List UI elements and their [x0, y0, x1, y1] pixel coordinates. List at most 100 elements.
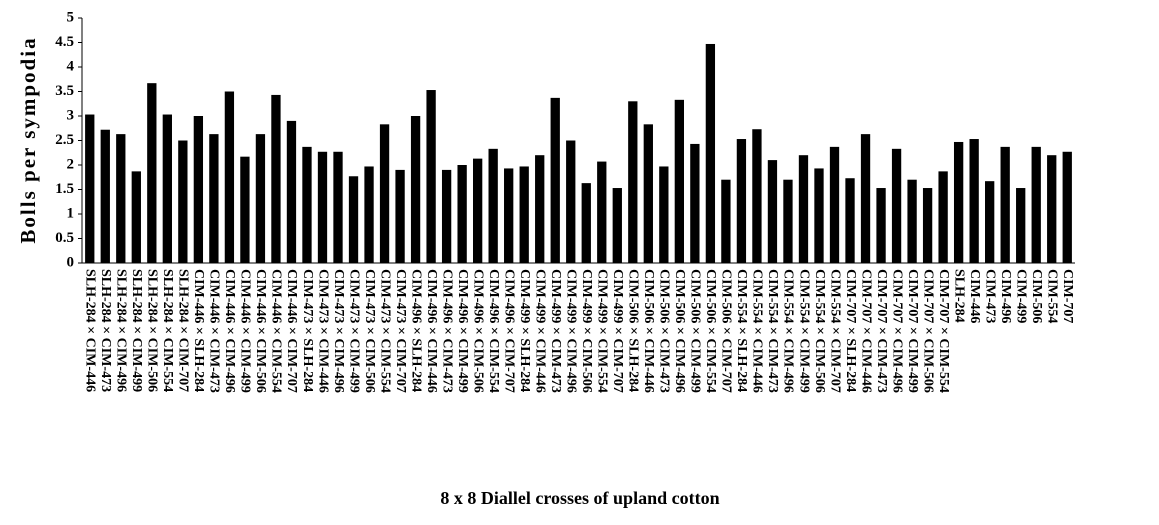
- bar: [147, 83, 157, 263]
- x-tick-label: SLH-284 × CIM-446: [83, 269, 98, 392]
- bar: [209, 134, 219, 263]
- x-tick-label: CIM-446 × CIM-554: [269, 269, 284, 393]
- x-tick-label: CIM-473 × CIM-496: [331, 269, 346, 393]
- x-tick-label: CIM-707 × CIM-473: [874, 269, 889, 393]
- x-tick-label: CIM-496 × CIM-707: [501, 269, 516, 393]
- x-tick-label: SLH-284 × CIM-707: [176, 269, 191, 392]
- x-tick-label: CIM-707 × CIM-499: [905, 269, 920, 393]
- x-tick-label: CIM-506 × CIM-554: [703, 269, 718, 393]
- x-tick-label: CIM-496 × CIM-499: [455, 269, 470, 393]
- y-tick-label: 5: [67, 9, 75, 25]
- bar: [426, 90, 436, 263]
- x-tick-label: CIM-499 × CIM-496: [564, 269, 579, 393]
- bar: [953, 141, 964, 263]
- bar: [488, 148, 498, 263]
- bar: [705, 43, 716, 263]
- bar: [597, 161, 607, 263]
- bar: [550, 97, 560, 264]
- x-tick-label: CIM-499 × CIM-554: [595, 269, 610, 393]
- x-tick-label: CIM-499 × CIM-446: [532, 269, 547, 393]
- x-tick-label: CIM-554: [1045, 269, 1060, 323]
- x-tick-label: CIM-554 × CIM-506: [812, 269, 827, 393]
- bar: [783, 179, 793, 263]
- x-tick-label: CIM-707 × CIM-446: [858, 269, 873, 393]
- x-tick-label: CIM-446 × CIM-496: [222, 269, 237, 393]
- bar: [581, 183, 591, 263]
- x-tick-label: CIM-446: [967, 269, 982, 323]
- bar: [85, 114, 95, 263]
- bar: [535, 155, 545, 263]
- x-tick-label: CIM-446 × CIM-707: [284, 269, 299, 393]
- bar: [985, 181, 995, 263]
- y-tick-label: 4.5: [55, 34, 74, 50]
- x-tick-label: SLH-284: [951, 269, 966, 323]
- x-tick-label: CIM-554 × SLH-284: [734, 269, 749, 392]
- x-tick-label: CIM-473 × CIM-506: [362, 269, 377, 393]
- bar: [829, 146, 840, 263]
- x-tick-label: CIM-446 × SLH-284: [191, 269, 206, 392]
- x-tick-label: CIM-496 × CIM-473: [439, 269, 454, 393]
- x-tick-label: CIM-707 × CIM-554: [936, 269, 951, 393]
- x-tick-label: CIM-499 × CIM-707: [610, 269, 625, 393]
- x-tick-label: CIM-554 × CIM-499: [796, 269, 811, 393]
- bar: [193, 116, 204, 263]
- x-tick-label: CIM-707 × CIM-506: [920, 269, 935, 393]
- bar: [1047, 155, 1057, 263]
- x-tick-label: CIM-473 × CIM-499: [346, 269, 361, 393]
- bar: [255, 134, 266, 263]
- bar: [100, 129, 110, 263]
- bar: [1016, 188, 1026, 263]
- x-axis-title: 8 x 8 Diallel crosses of upland cotton: [440, 488, 719, 508]
- x-tick-label: CIM-496 × CIM-446: [424, 269, 439, 393]
- x-tick-label: CIM-446 × CIM-506: [253, 269, 268, 393]
- x-tick-label: CIM-506 × CIM-707: [719, 269, 734, 393]
- bar: [1062, 151, 1072, 263]
- x-tick-label: CIM-506 × SLH-284: [626, 269, 641, 392]
- y-tick-label: 2.5: [55, 132, 74, 148]
- bar: [674, 99, 685, 263]
- y-tick-label: 2: [67, 156, 75, 172]
- bar: [240, 156, 250, 263]
- y-tick-label: 1: [67, 205, 75, 221]
- bar: [612, 188, 622, 263]
- bar: [845, 178, 855, 263]
- x-tick-label: CIM-496 × CIM-554: [486, 269, 501, 393]
- x-tick-label: CIM-473 × CIM-446: [315, 269, 330, 393]
- bar: [317, 151, 328, 263]
- bar: [131, 171, 141, 263]
- x-tick-label: CIM-506: [1029, 269, 1044, 323]
- x-tick-label: CIM-446 × CIM-473: [207, 269, 222, 393]
- bar: [472, 158, 483, 263]
- bar: [116, 134, 126, 263]
- x-tick-label: SLH-284 × CIM-554: [160, 269, 175, 392]
- x-tick-label: CIM-496 × SLH-284: [408, 269, 423, 392]
- bar: [752, 129, 762, 263]
- x-tick-label: CIM-506 × CIM-446: [641, 269, 656, 393]
- x-tick-label: CIM-473 × SLH-284: [300, 269, 315, 392]
- x-tick-label: SLH-284 × CIM-473: [98, 269, 113, 392]
- bar: [224, 91, 235, 263]
- bar: [721, 179, 731, 263]
- bar: [891, 148, 902, 263]
- bar: [271, 94, 281, 264]
- bar: [628, 101, 638, 263]
- bar: [690, 143, 700, 263]
- bar: [566, 140, 576, 263]
- x-tick-label: SLH-284 × CIM-496: [114, 269, 129, 392]
- x-tick-label: CIM-554 × CIM-707: [827, 269, 842, 393]
- x-tick-label: CIM-473: [982, 269, 997, 323]
- bar: [767, 160, 778, 263]
- bar: [364, 166, 374, 263]
- y-tick-label: 1.5: [55, 181, 74, 197]
- x-tick-label: SLH-284 × CIM-499: [129, 269, 144, 392]
- bar: [302, 146, 312, 263]
- bar: [659, 166, 669, 263]
- x-tick-label: CIM-506 × CIM-496: [672, 269, 687, 393]
- bar: [922, 188, 933, 263]
- y-tick-label: 3.5: [55, 83, 74, 99]
- x-tick-label: CIM-707 × CIM-496: [889, 269, 904, 393]
- x-tick-label: CIM-554 × CIM-496: [781, 269, 796, 393]
- x-tick-label: CIM-499 × SLH-284: [517, 269, 532, 392]
- bar: [907, 179, 917, 263]
